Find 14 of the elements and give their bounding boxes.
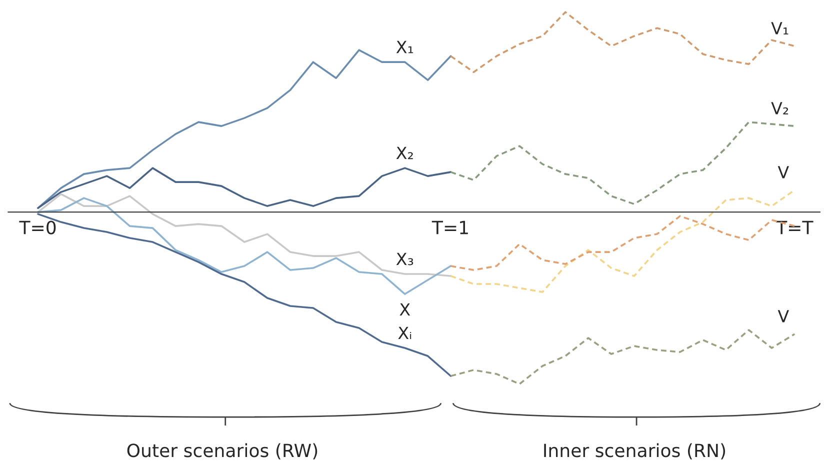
x-tick-label: T=0 [19, 220, 56, 234]
text: Inner scenarios (RN) [544, 443, 726, 460]
text: Outer scenarios (RW) [127, 443, 318, 460]
series-label: X₁ [396, 40, 414, 54]
series-label: V [778, 310, 789, 322]
series-label: X [400, 303, 410, 316]
x-tick-label: T=1 [432, 220, 468, 234]
series-label: V₁ [771, 22, 788, 34]
series-label: Xᵢ [398, 326, 412, 340]
series-label: V [778, 166, 789, 178]
x-tick-label: T=T [776, 220, 814, 234]
series-label: V₂ [771, 102, 788, 114]
series-label: X₃ [396, 252, 414, 266]
series-label: X₂ [396, 146, 413, 160]
